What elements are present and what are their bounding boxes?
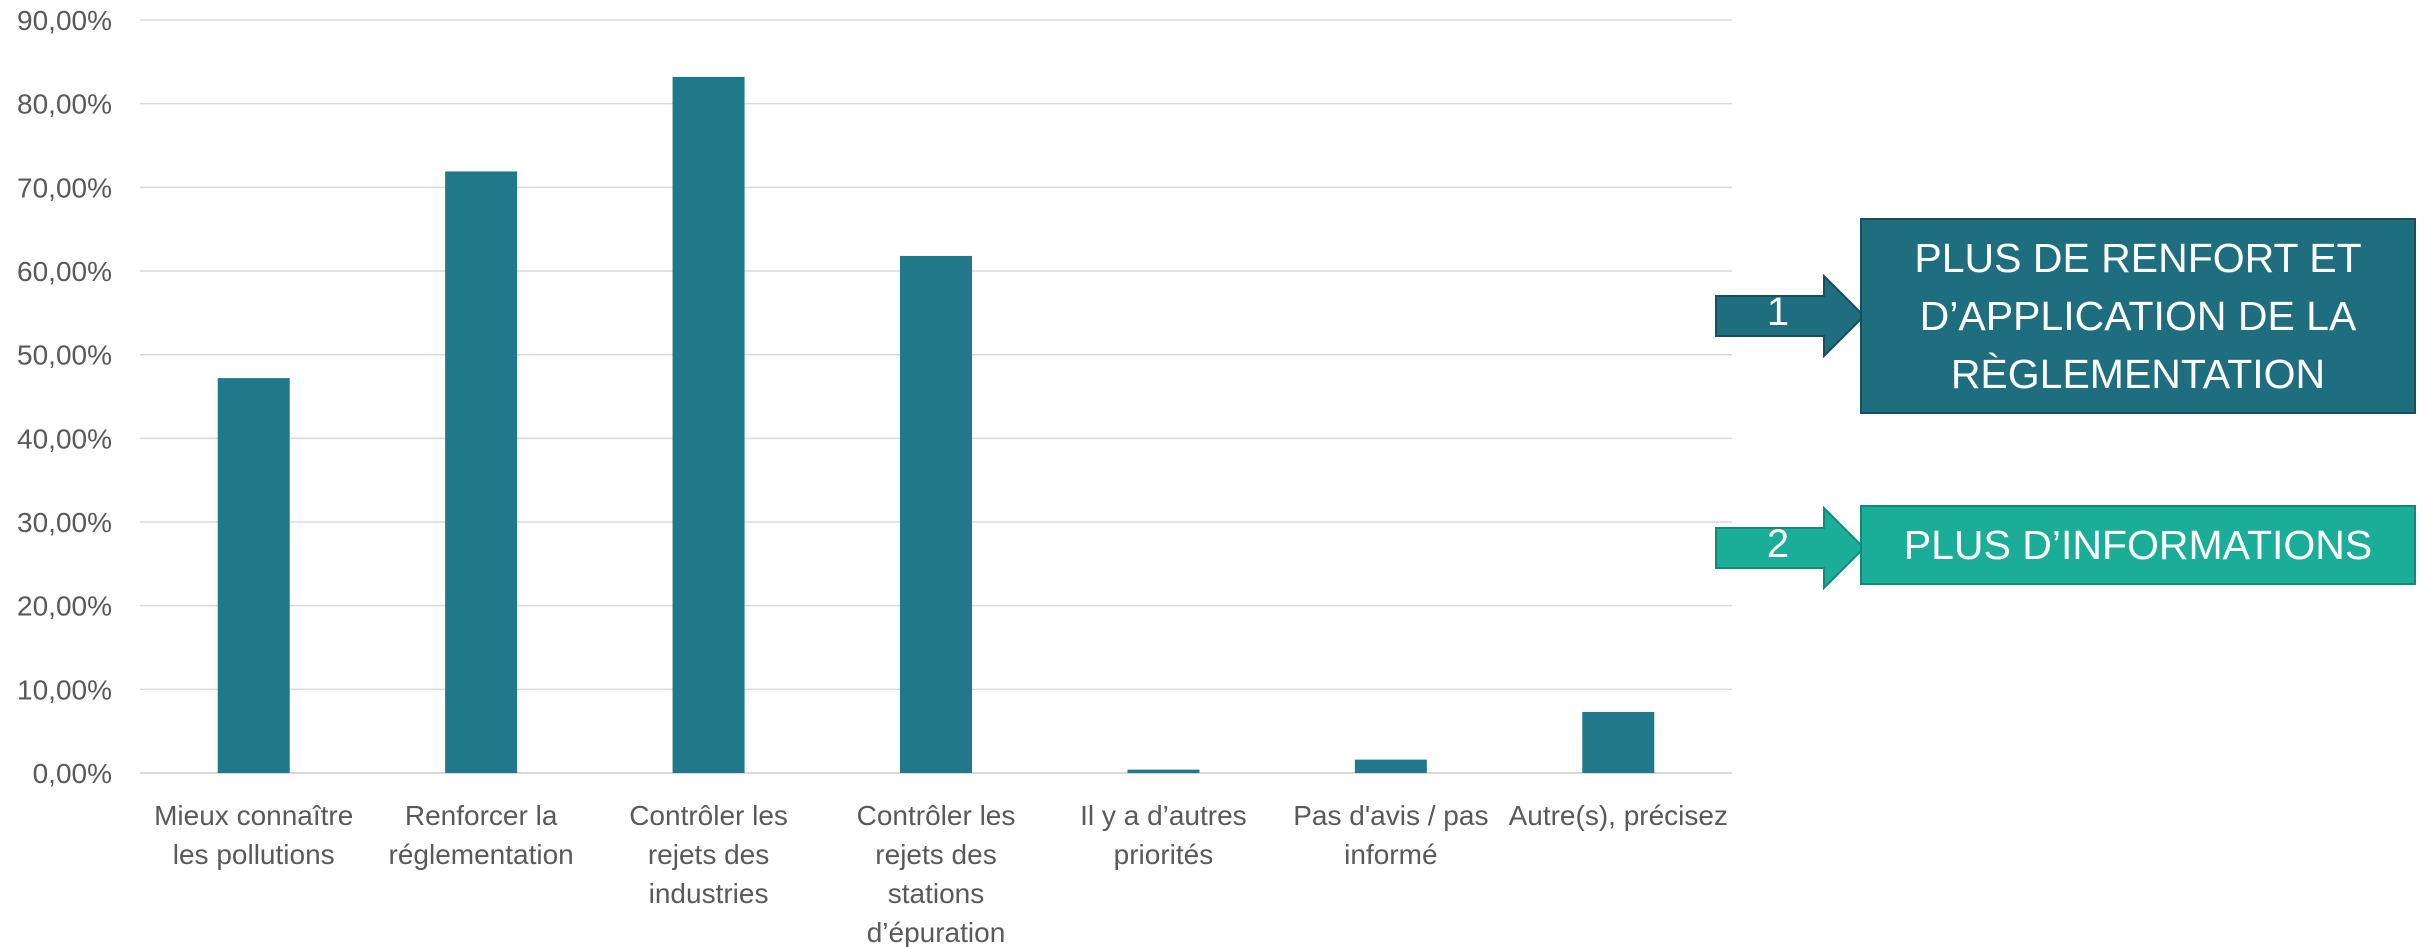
arrow-2-icon: [1715, 506, 1866, 590]
callout-1-line-3: RÈGLEMENTATION: [1950, 351, 2326, 397]
x-axis-labels: Mieux connaître les pollutions Renforcer l…: [154, 800, 1728, 947]
y-tick-label: 80,00%: [17, 89, 112, 120]
bar-chart: 0,00% 10,00% 20,00% 30,00% 40,00% 50,00% 60,00…: [17, 5, 1732, 947]
bar: [1354, 759, 1427, 773]
bar: [900, 255, 972, 773]
y-tick-label: 40,00%: [17, 423, 112, 454]
y-tick-label: 50,00%: [17, 340, 112, 371]
bar: [445, 171, 518, 774]
x-category-label: Mieux connaître les pollutions: [154, 800, 353, 870]
x-category-label: Renforcer la réglementation: [389, 800, 574, 870]
y-tick-label: 90,00%: [17, 5, 112, 36]
bar: [672, 76, 745, 774]
bar: [217, 378, 290, 773]
callout-1-box: PLUS DE RENFORT ET D’APPLICATION DE LA R…: [1860, 218, 2416, 414]
y-tick-label: 20,00%: [17, 591, 112, 622]
bar: [1127, 769, 1200, 773]
arrow-1-icon: [1715, 274, 1866, 358]
y-axis-ticks: 0,00% 10,00% 20,00% 30,00% 40,00% 50,00% 60,00…: [17, 5, 112, 789]
x-category-label: Autre(s), précisez: [1509, 800, 1728, 831]
callout-1-line-1: PLUS DE RENFORT ET: [1914, 235, 2362, 281]
x-category-label: Pas d'avis / pas informé: [1293, 800, 1488, 870]
bars: [217, 76, 1655, 774]
y-tick-label: 10,00%: [17, 674, 112, 705]
y-tick-label: 30,00%: [17, 507, 112, 538]
x-category-label: Contrôler les rejets des industries: [629, 800, 788, 909]
y-tick-label: 70,00%: [17, 172, 112, 203]
x-category-label: Il y a d’autres priorités: [1080, 800, 1247, 870]
y-tick-label: 0,00%: [33, 758, 112, 789]
x-category-label: Contrôler les rejets des stations d’épurati…: [857, 800, 1016, 947]
bar: [1582, 711, 1655, 773]
y-tick-label: 60,00%: [17, 256, 112, 287]
callout-2-line-1: PLUS D’INFORMATIONS: [1903, 522, 2373, 568]
callout-2-number: 2: [1766, 522, 1790, 566]
callout-1-number: 1: [1766, 290, 1790, 334]
callout-1-line-2: D’APPLICATION DE LA: [1919, 293, 2357, 339]
callout-2-box: PLUS D’INFORMATIONS: [1860, 505, 2416, 585]
